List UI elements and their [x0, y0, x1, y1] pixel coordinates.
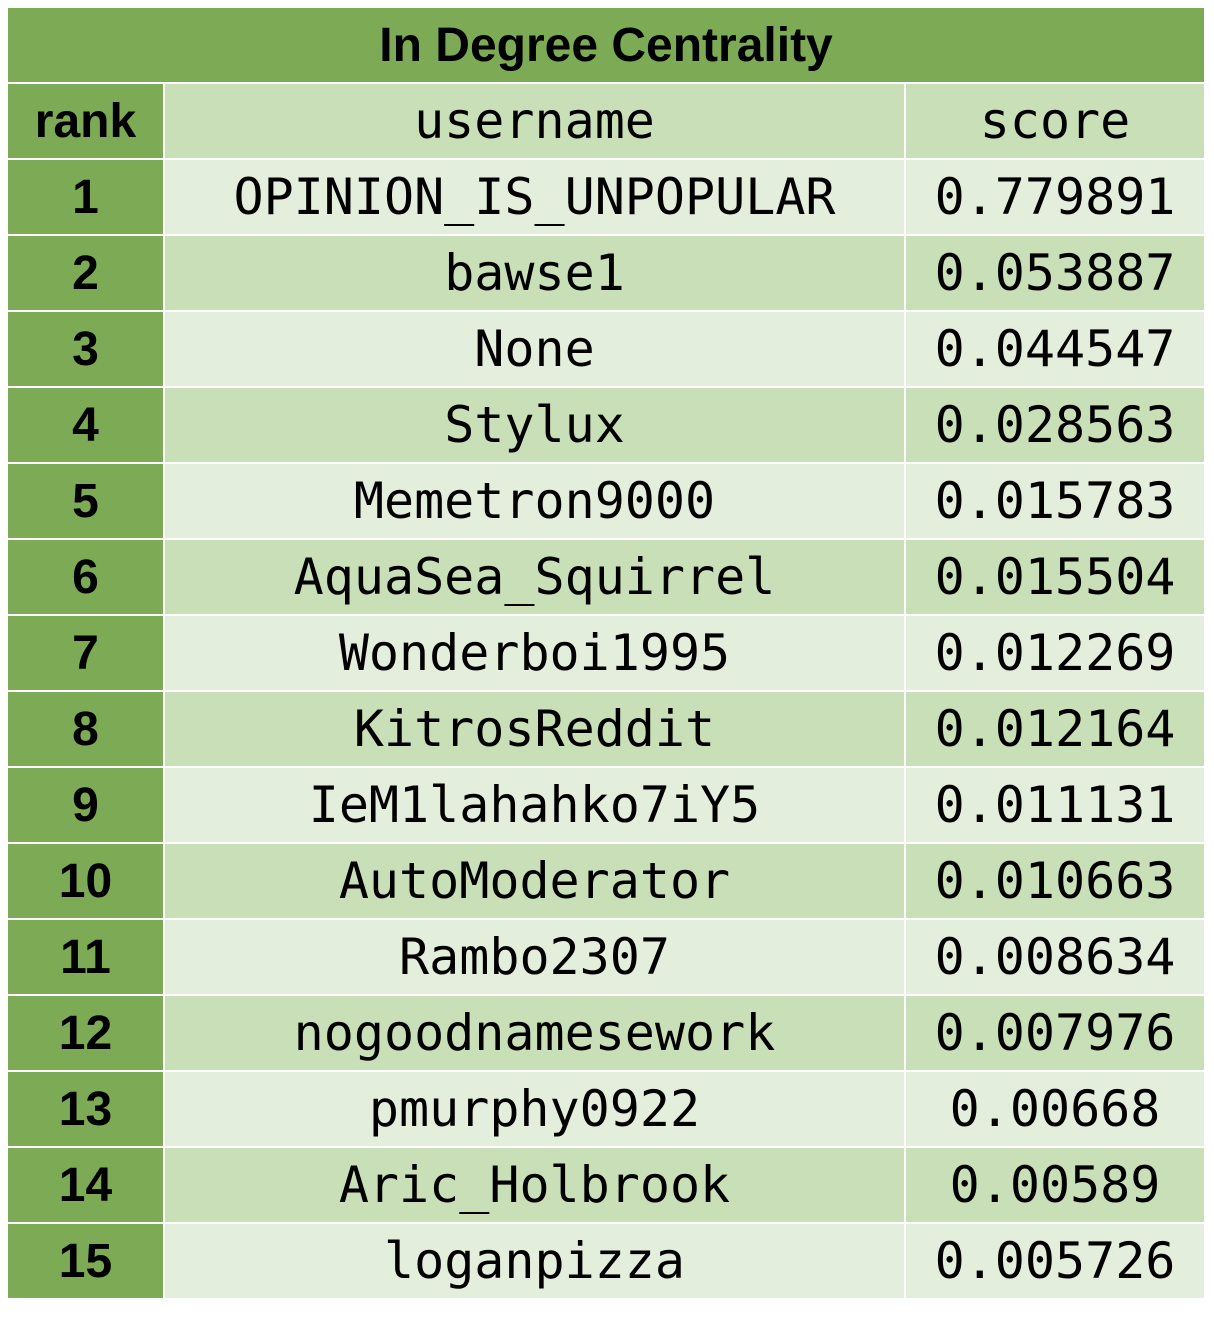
table-row: 9 IeM1lahahko7iY5 0.011131	[6, 766, 1207, 844]
username-cell: AutoModerator	[163, 842, 906, 920]
score-cell: 0.015783	[903, 462, 1207, 540]
username-cell: pmurphy0922	[163, 1070, 906, 1148]
rank-cell: 4	[6, 386, 165, 464]
username-cell: Aric_Holbrook	[163, 1146, 906, 1224]
rank-cell: 11	[6, 918, 165, 996]
username-cell: AquaSea_Squirrel	[163, 538, 906, 616]
score-cell: 0.015504	[903, 538, 1207, 616]
centrality-table-container: In Degree Centrality rank username score…	[5, 6, 1207, 1300]
score-column-header: score	[903, 82, 1207, 160]
rank-cell: 1	[6, 158, 165, 236]
table-row: 7 Wonderboi1995 0.012269	[6, 614, 1207, 692]
table-row: 12 nogoodnamesework 0.007976	[6, 994, 1207, 1072]
username-cell: bawse1	[163, 234, 906, 312]
rank-cell: 3	[6, 310, 165, 388]
username-cell: Wonderboi1995	[163, 614, 906, 692]
username-cell: Memetron9000	[163, 462, 906, 540]
table-title: In Degree Centrality	[5, 6, 1207, 84]
score-cell: 0.008634	[903, 918, 1207, 996]
table-row: 5 Memetron9000 0.015783	[6, 462, 1207, 540]
score-cell: 0.779891	[903, 158, 1207, 236]
username-cell: IeM1lahahko7iY5	[163, 766, 906, 844]
score-cell: 0.010663	[903, 842, 1207, 920]
username-cell: Rambo2307	[163, 918, 906, 996]
rank-cell: 7	[6, 614, 165, 692]
score-cell: 0.007976	[903, 994, 1207, 1072]
username-cell: KitrosReddit	[163, 690, 906, 768]
table-row: 14 Aric_Holbrook 0.00589	[6, 1146, 1207, 1224]
rank-cell: 9	[6, 766, 165, 844]
username-cell: OPINION_IS_UNPOPULAR	[163, 158, 906, 236]
table-row: 6 AquaSea_Squirrel 0.015504	[6, 538, 1207, 616]
score-cell: 0.044547	[903, 310, 1207, 388]
score-cell: 0.00589	[903, 1146, 1207, 1224]
rank-column-header: rank	[6, 82, 165, 160]
table-row: 1 OPINION_IS_UNPOPULAR 0.779891	[6, 158, 1207, 236]
username-cell: loganpizza	[163, 1222, 906, 1300]
score-cell: 0.053887	[903, 234, 1207, 312]
username-cell: nogoodnamesework	[163, 994, 906, 1072]
rank-cell: 5	[6, 462, 165, 540]
table-row: 11 Rambo2307 0.008634	[6, 918, 1207, 996]
score-cell: 0.028563	[903, 386, 1207, 464]
rank-cell: 8	[6, 690, 165, 768]
rank-cell: 2	[6, 234, 165, 312]
score-cell: 0.012164	[903, 690, 1207, 768]
rank-cell: 10	[6, 842, 165, 920]
table-row: 2 bawse1 0.053887	[6, 234, 1207, 312]
table-row: 3 None 0.044547	[6, 310, 1207, 388]
table-row: 15 loganpizza 0.005726	[6, 1222, 1207, 1300]
table-row: 10 AutoModerator 0.010663	[6, 842, 1207, 920]
username-cell: None	[163, 310, 906, 388]
table-row: 13 pmurphy0922 0.00668	[6, 1070, 1207, 1148]
table-row: 4 Stylux 0.028563	[6, 386, 1207, 464]
rank-cell: 6	[6, 538, 165, 616]
score-cell: 0.005726	[903, 1222, 1207, 1300]
score-cell: 0.012269	[903, 614, 1207, 692]
rank-cell: 12	[6, 994, 165, 1072]
username-cell: Stylux	[163, 386, 906, 464]
score-cell: 0.00668	[903, 1070, 1207, 1148]
rank-cell: 14	[6, 1146, 165, 1224]
username-column-header: username	[163, 82, 906, 160]
rank-cell: 13	[6, 1070, 165, 1148]
centrality-table: In Degree Centrality rank username score…	[5, 6, 1207, 1300]
rank-cell: 15	[6, 1222, 165, 1300]
score-cell: 0.011131	[903, 766, 1207, 844]
table-row: 8 KitrosReddit 0.012164	[6, 690, 1207, 768]
